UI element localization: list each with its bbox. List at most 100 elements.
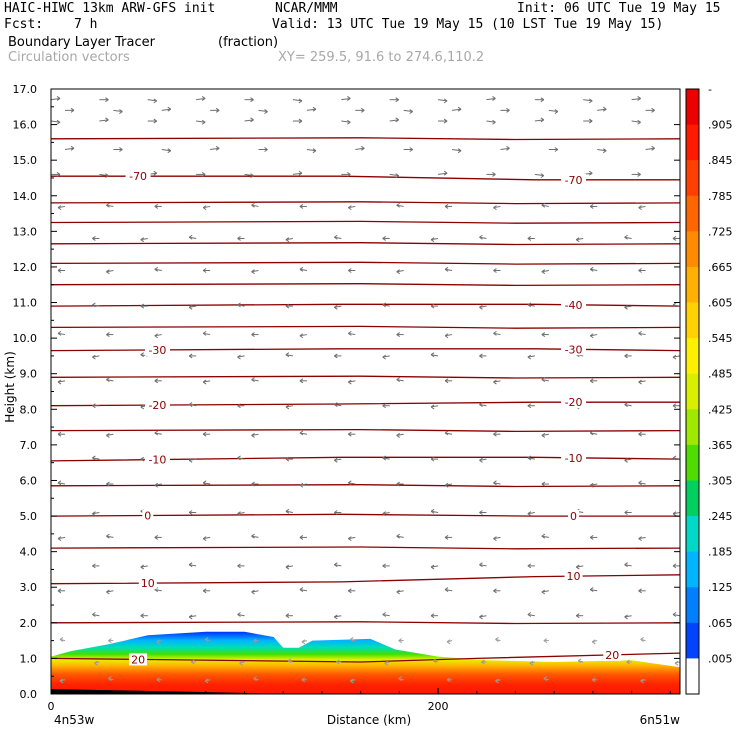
colorbar-swatch	[686, 409, 699, 446]
circulation-vector	[452, 108, 462, 111]
vector-head	[529, 660, 534, 666]
model-title: HAIC-HIWC 13km ARW-GFS init	[4, 1, 216, 16]
vector-head	[237, 302, 241, 308]
vector-head	[44, 615, 47, 619]
vector-head	[651, 107, 655, 113]
vector-head	[44, 563, 47, 567]
circulation-vector	[389, 119, 399, 122]
vector-head	[105, 173, 109, 179]
vector-head	[92, 302, 96, 308]
vector-head	[59, 637, 64, 642]
vector-head	[348, 330, 352, 336]
vector-head	[382, 563, 386, 569]
vector-head	[589, 534, 594, 540]
contour-label-bg	[561, 343, 587, 356]
vector-head	[446, 639, 451, 645]
vector-head	[651, 145, 655, 151]
contour-label: 10	[141, 577, 155, 590]
vector-head	[44, 403, 47, 407]
vector-head	[443, 170, 448, 176]
y-tick-label: 14.0	[13, 190, 38, 203]
vector-head	[457, 148, 462, 154]
vector-head	[602, 106, 607, 112]
vector-head	[624, 353, 628, 359]
circulation-vector	[99, 119, 109, 122]
circulation-vector	[486, 120, 496, 123]
contour-label-bg	[561, 298, 587, 311]
vector-head	[541, 269, 546, 275]
colorbar-swatch	[686, 373, 699, 410]
vector-head	[167, 106, 172, 112]
y-tick-label: 15.0	[13, 154, 38, 167]
contour-line	[51, 325, 680, 329]
boundary-layer-area	[51, 631, 680, 694]
vector-head	[541, 432, 546, 438]
vector-head	[396, 377, 400, 383]
vector-head	[140, 613, 145, 619]
vector-head	[153, 98, 158, 104]
vector-head	[396, 481, 400, 487]
vector-head	[154, 204, 159, 209]
vector-head	[398, 638, 402, 644]
colorbar-label: .905	[708, 119, 733, 132]
circulation-vector	[51, 405, 52, 406]
temperature-contour	[51, 348, 680, 352]
colorbar-swatch	[686, 516, 699, 553]
vector-head	[444, 482, 449, 488]
y-tick-label: 3.0	[20, 581, 38, 594]
vector-head	[334, 457, 338, 463]
colorbar: - .905 .845 .785 .725 .665 .605 .545 .485 .425 .36…	[685, 83, 733, 695]
circulation-vector	[389, 173, 399, 177]
y-tick-label: 12.0	[13, 261, 38, 274]
vector-head	[188, 614, 193, 620]
vector-head	[140, 303, 145, 309]
colorbar-swatch	[686, 658, 699, 695]
vector-head	[672, 563, 677, 569]
vector-head	[541, 589, 546, 595]
vector-head	[444, 534, 449, 540]
vector-head	[92, 563, 96, 569]
colorbar-label: .725	[708, 225, 733, 238]
circulation-vector	[64, 147, 75, 150]
vector-head	[430, 564, 435, 570]
vector-head	[444, 266, 449, 272]
circulation-vector	[161, 149, 171, 152]
vector-head	[204, 637, 209, 642]
vector-head	[444, 378, 449, 384]
vector-head	[398, 676, 402, 681]
vector-head	[444, 430, 449, 436]
terrain	[51, 689, 280, 694]
contour-label-bg	[125, 170, 151, 183]
vector-head	[56, 119, 61, 125]
vector-head	[119, 147, 123, 152]
vector-head	[106, 332, 110, 337]
colorbar-swatch	[686, 622, 699, 659]
vector-head	[285, 303, 290, 309]
vector-head	[361, 107, 365, 113]
vector-head	[44, 354, 47, 358]
colorbar-label: .425	[708, 403, 733, 416]
colorbar-swatch	[686, 160, 699, 197]
vector-head	[334, 510, 338, 515]
vector-head	[215, 107, 220, 113]
vector-head	[492, 96, 496, 101]
vector-head	[495, 678, 499, 684]
vector-head	[396, 432, 400, 438]
vector-head	[430, 456, 435, 462]
field-name: Boundary Layer Tracer	[8, 35, 155, 50]
colorbar-swatch	[686, 444, 699, 481]
contour-label: 20	[605, 649, 619, 662]
colorbar-label: .365	[708, 439, 733, 452]
vector-head	[264, 109, 268, 114]
circulation-vector	[99, 173, 109, 177]
contour-label: 0	[570, 510, 577, 523]
circulation-vector	[51, 120, 61, 123]
vector-head	[334, 402, 338, 407]
contour-label-bg	[564, 570, 583, 583]
vector-head	[527, 236, 532, 241]
vector-head	[637, 171, 641, 177]
circulation-vector	[51, 459, 52, 460]
vector-head	[446, 677, 451, 683]
vector-head	[140, 564, 145, 570]
vector-head	[527, 563, 532, 569]
